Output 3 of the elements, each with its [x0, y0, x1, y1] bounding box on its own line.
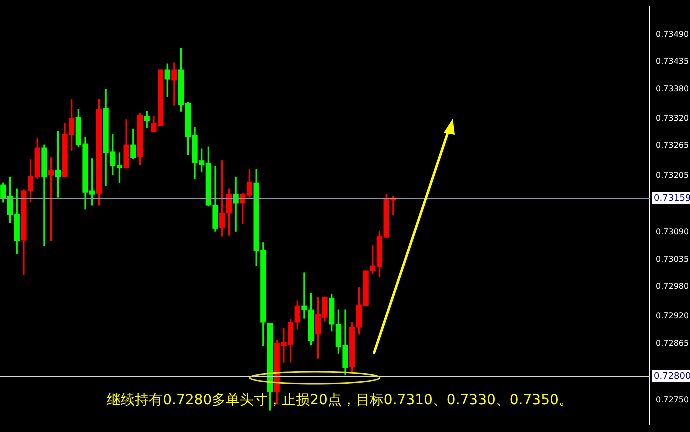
- annotation: 继续持有0.7280多单头寸，止损20点，目标0.7310、0.7330、0.7350。: [107, 392, 573, 409]
- candlestick: [172, 62, 178, 106]
- candlestick: [233, 176, 239, 232]
